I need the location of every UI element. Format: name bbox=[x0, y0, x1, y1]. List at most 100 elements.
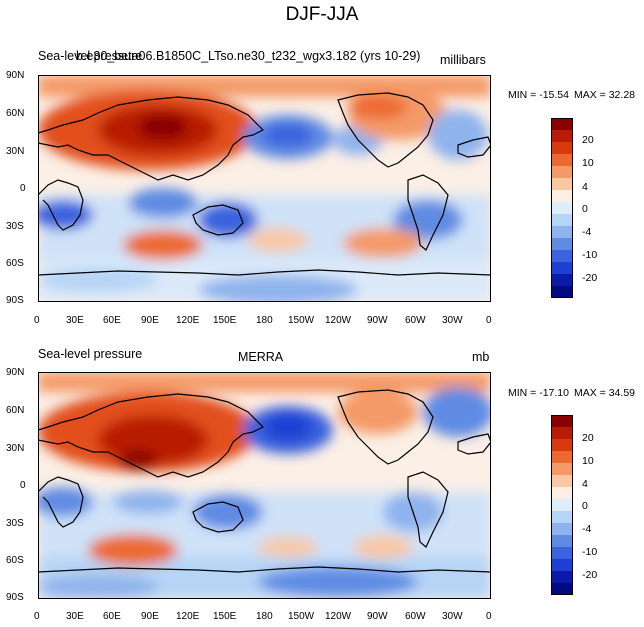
coastlines bbox=[38, 92, 491, 276]
colorbar-swatch bbox=[551, 571, 573, 584]
lon-tick: 180 bbox=[256, 315, 273, 326]
lon-tick: 180 bbox=[256, 611, 273, 622]
colorbar-swatch bbox=[551, 559, 573, 572]
figure-title: DJF-JJA bbox=[285, 4, 359, 25]
lon-tick: 90W bbox=[367, 611, 388, 622]
panel-obs-variable-label: Sea-level pressure bbox=[38, 347, 143, 361]
colorbar-swatch bbox=[551, 202, 573, 215]
lon-tick: 150E bbox=[213, 315, 237, 326]
colorbar-swatch bbox=[551, 511, 573, 524]
panel-obs-map bbox=[38, 372, 491, 599]
panel-obs-colorbar bbox=[551, 415, 573, 595]
lon-tick: 60W bbox=[405, 611, 426, 622]
colorbar-label: -20 bbox=[582, 569, 598, 581]
colorbar-label: -20 bbox=[582, 272, 598, 284]
panel-model-max: MAX = 32.28 bbox=[574, 89, 635, 101]
colorbar-swatches bbox=[551, 415, 573, 595]
lat-tick: 90N bbox=[6, 367, 25, 378]
lat-tick: 30S bbox=[6, 221, 24, 232]
colorbar-label: -10 bbox=[582, 546, 598, 558]
panel-model-case-label: b.e30_beta06.B1850C_LTso.ne30_t232_wgx3.… bbox=[76, 49, 421, 63]
lat-tick: 30N bbox=[6, 146, 25, 157]
lon-tick: 30E bbox=[66, 315, 84, 326]
colorbar-swatch bbox=[551, 547, 573, 560]
panel-model-min: MIN = -15.54 bbox=[508, 89, 569, 101]
lon-tick: 30W bbox=[442, 315, 463, 326]
lon-tick: 0 bbox=[486, 315, 492, 326]
lat-tick: 60N bbox=[6, 405, 25, 416]
colorbar-swatch bbox=[551, 274, 573, 287]
colorbar-swatch bbox=[551, 130, 573, 143]
lon-tick: 120E bbox=[176, 315, 200, 326]
colorbar-swatch bbox=[551, 451, 573, 464]
colorbar-swatch bbox=[551, 214, 573, 227]
colorbar-swatch bbox=[551, 475, 573, 488]
colorbar-swatch bbox=[551, 487, 573, 500]
colorbar-swatch bbox=[551, 250, 573, 263]
colorbar-swatch bbox=[551, 439, 573, 452]
map-border bbox=[38, 372, 491, 599]
lon-tick: 0 bbox=[34, 315, 40, 326]
lon-tick: 0 bbox=[486, 611, 492, 622]
colorbar-swatch bbox=[551, 154, 573, 167]
colorbar-label: -4 bbox=[582, 523, 592, 535]
lon-tick: 60E bbox=[103, 315, 121, 326]
colorbar-swatch bbox=[551, 238, 573, 251]
colorbar-swatch bbox=[551, 535, 573, 548]
lat-tick: 0 bbox=[20, 480, 26, 491]
colorbar-swatch bbox=[551, 226, 573, 239]
colorbar-label: 10 bbox=[582, 455, 594, 467]
lon-tick: 90E bbox=[141, 611, 159, 622]
lon-tick: 120W bbox=[325, 611, 352, 622]
lat-tick: 90S bbox=[6, 592, 24, 603]
colorbar-label: 4 bbox=[582, 478, 588, 490]
colorbar-label: 20 bbox=[582, 432, 594, 444]
lon-tick: 0 bbox=[34, 611, 40, 622]
panel-model-variable-label: Sea-level pressure bbox=[38, 49, 143, 63]
lat-tick: 0 bbox=[20, 183, 26, 194]
lat-tick: 30S bbox=[6, 518, 24, 529]
lon-tick: 90E bbox=[141, 315, 159, 326]
lon-tick: 30W bbox=[442, 611, 463, 622]
colorbar-label: 10 bbox=[582, 157, 594, 169]
colorbar-label: -4 bbox=[582, 226, 592, 238]
map-border bbox=[38, 75, 491, 302]
colorbar-swatch bbox=[551, 583, 573, 595]
lon-tick: 60W bbox=[405, 315, 426, 326]
colorbar-swatch bbox=[551, 262, 573, 275]
colorbar-swatch bbox=[551, 499, 573, 512]
colorbar-label: 0 bbox=[582, 203, 588, 215]
colorbar-swatch bbox=[551, 178, 573, 191]
colorbar-swatch bbox=[551, 427, 573, 440]
lon-tick: 150W bbox=[288, 315, 315, 326]
lon-tick: 90W bbox=[367, 315, 388, 326]
lat-tick: 60N bbox=[6, 108, 25, 119]
panel-obs-units: mb bbox=[472, 350, 490, 364]
colorbar-swatch bbox=[551, 142, 573, 155]
colorbar-swatch bbox=[551, 166, 573, 179]
lon-tick: 60E bbox=[103, 611, 121, 622]
lat-tick: 90S bbox=[6, 295, 24, 306]
colorbar-swatch bbox=[551, 463, 573, 476]
colorbar-swatch bbox=[551, 523, 573, 536]
colorbar-swatch bbox=[551, 415, 573, 428]
panel-obs-max: MAX = 34.59 bbox=[574, 387, 635, 399]
coastlines bbox=[38, 389, 491, 573]
lon-tick: 120W bbox=[325, 315, 352, 326]
colorbar-swatch bbox=[551, 190, 573, 203]
lat-tick: 60S bbox=[6, 555, 24, 566]
panel-model-map bbox=[38, 75, 491, 302]
lat-tick: 30N bbox=[6, 443, 25, 454]
colorbar-swatches bbox=[551, 118, 573, 298]
panel-obs-min: MIN = -17.10 bbox=[508, 387, 569, 399]
lon-tick: 150E bbox=[213, 611, 237, 622]
lon-tick: 150W bbox=[288, 611, 315, 622]
colorbar-swatch bbox=[551, 118, 573, 131]
lon-tick: 30E bbox=[66, 611, 84, 622]
panel-obs-case-label: MERRA bbox=[238, 350, 284, 364]
colorbar-swatch bbox=[551, 286, 573, 298]
colorbar-label: 0 bbox=[582, 500, 588, 512]
panel-model-colorbar bbox=[551, 118, 573, 298]
colorbar-label: -10 bbox=[582, 249, 598, 261]
colorbar-label: 20 bbox=[582, 134, 594, 146]
